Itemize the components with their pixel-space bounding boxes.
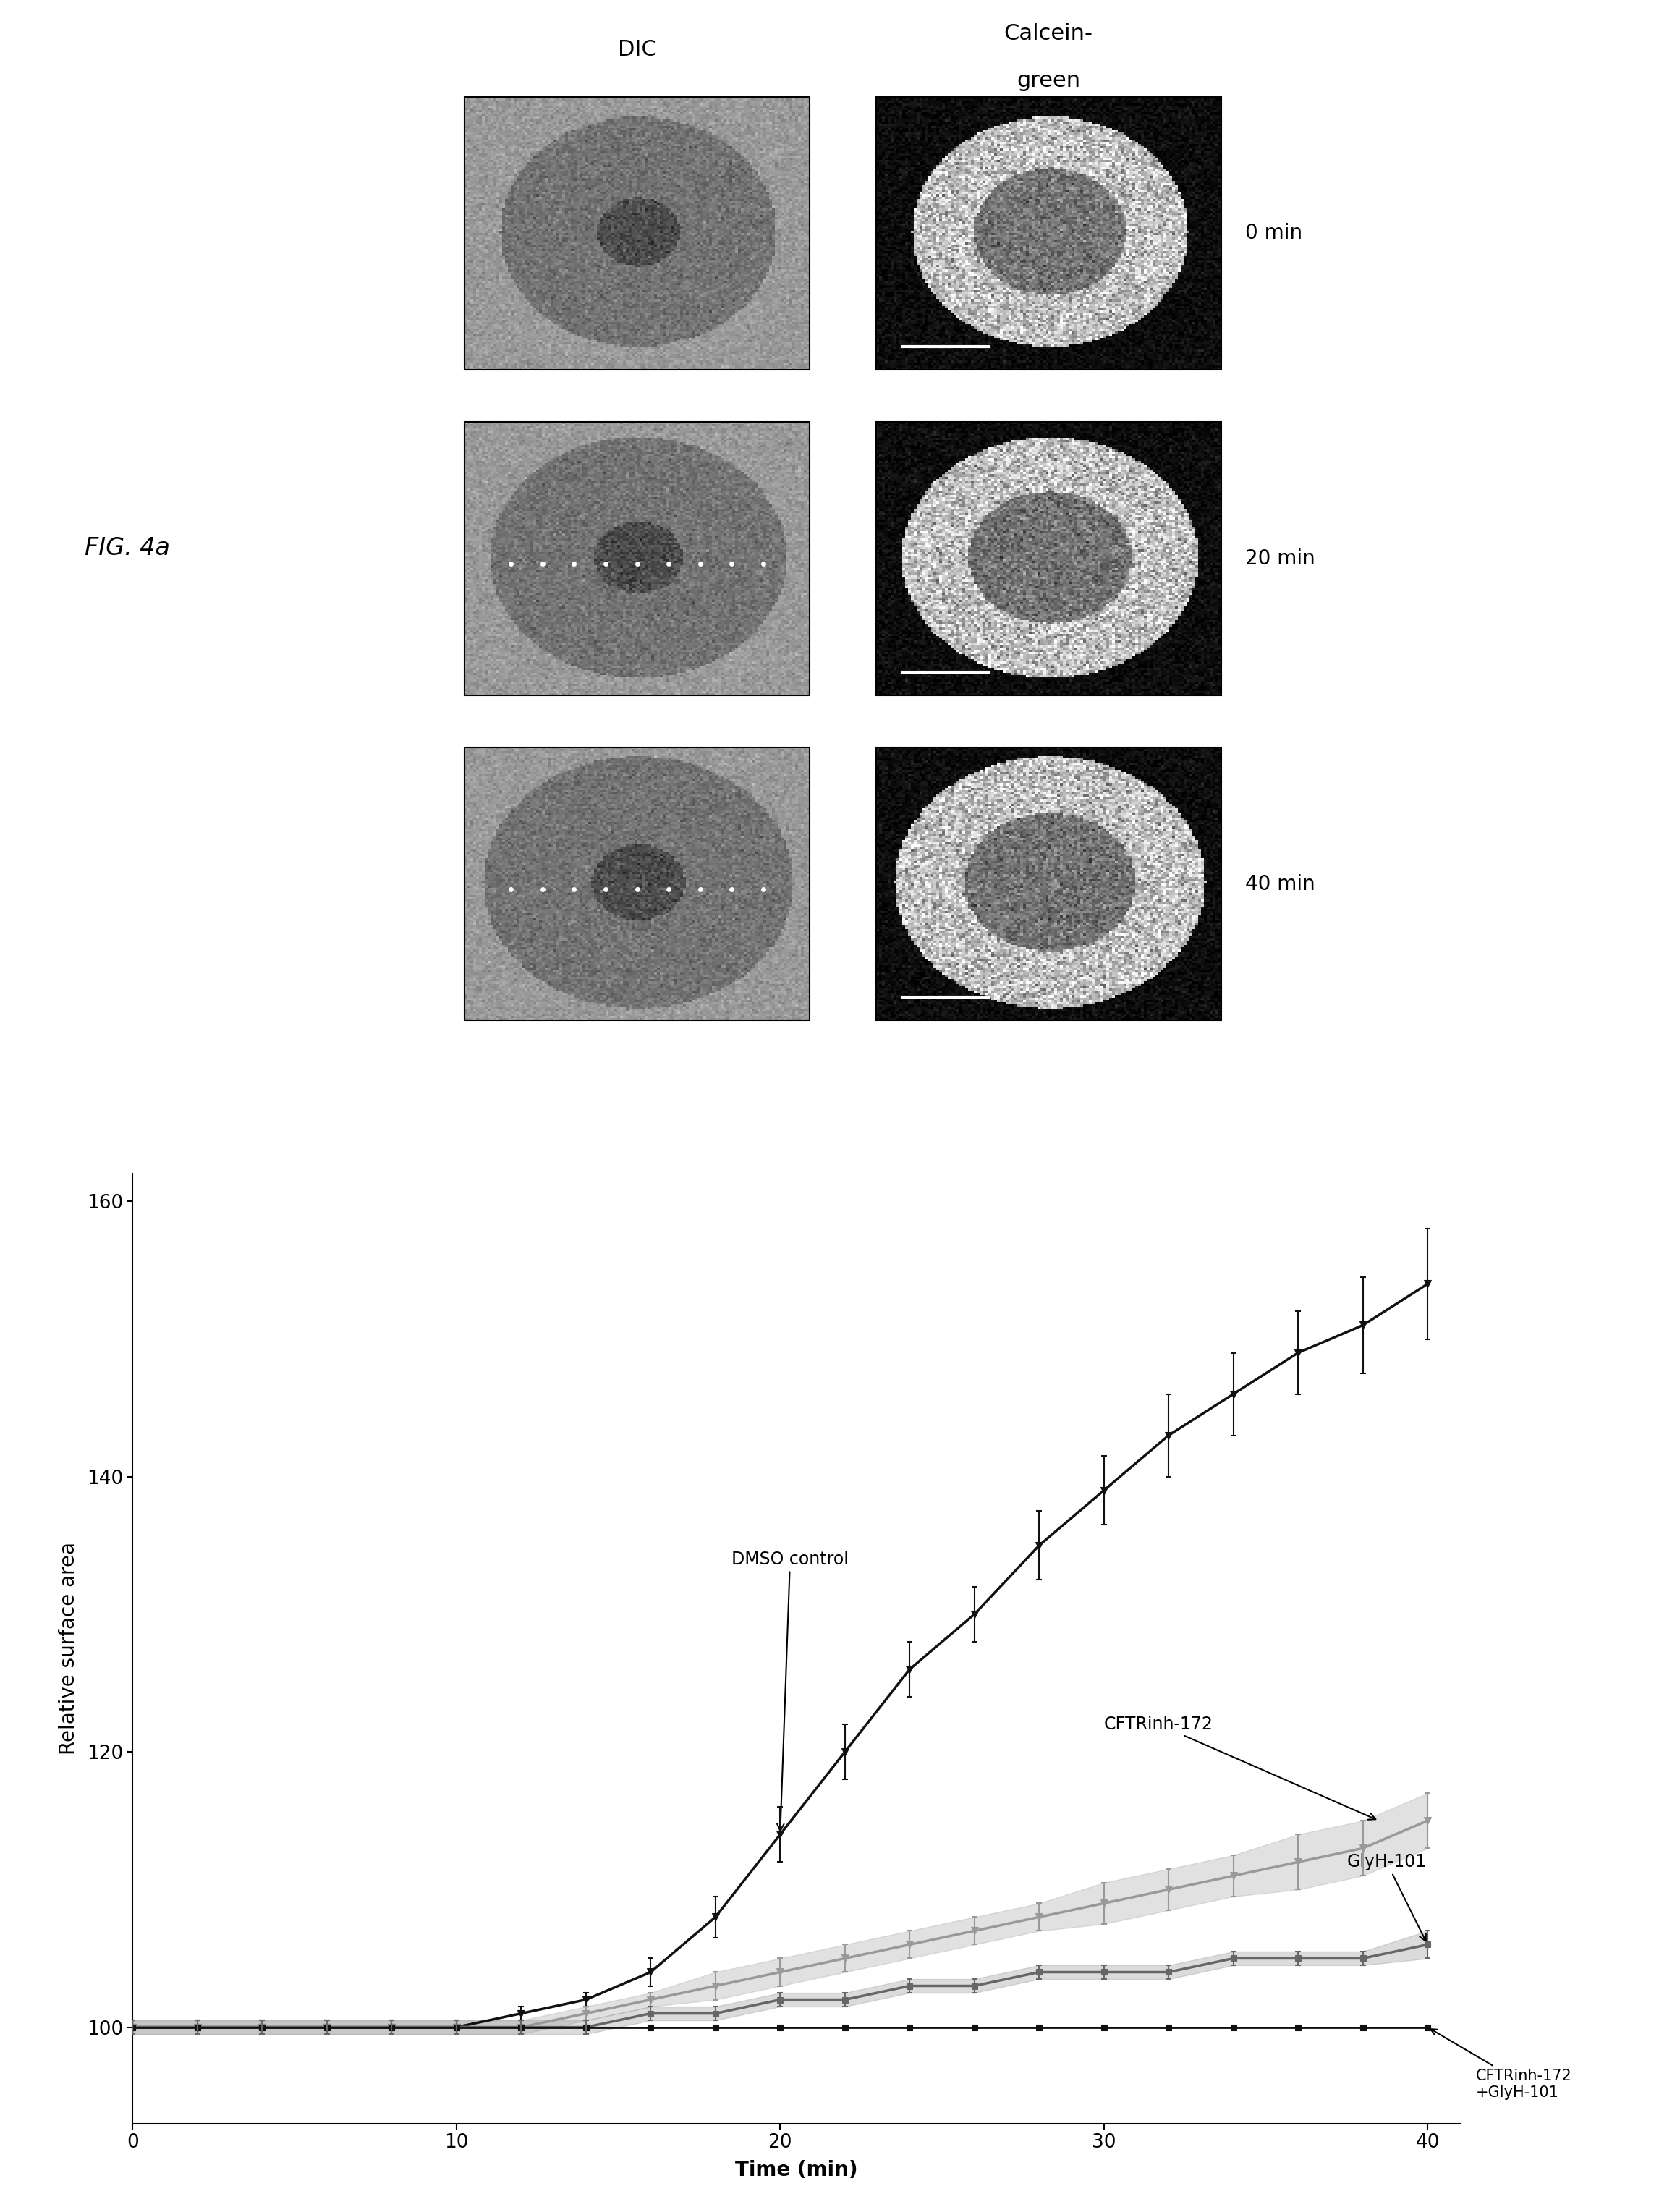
Text: 40 min: 40 min — [1244, 874, 1316, 894]
Bar — [876, 422, 1221, 695]
Text: DMSO control: DMSO control — [732, 1551, 849, 1832]
Bar — [465, 422, 810, 695]
Text: CFTRinh-172
+GlyH-101: CFTRinh-172 +GlyH-101 — [1430, 2028, 1573, 2099]
Text: 0 min: 0 min — [1244, 223, 1302, 243]
Text: Calcein-: Calcein- — [1004, 24, 1093, 44]
Bar — [465, 748, 810, 1020]
X-axis label: Time (min): Time (min) — [735, 2159, 858, 2181]
Bar — [876, 748, 1221, 1020]
Bar — [465, 97, 810, 369]
Text: FIG. 4a: FIG. 4a — [85, 535, 169, 560]
Y-axis label: Relative surface area: Relative surface area — [58, 1542, 78, 1754]
Text: CFTRinh-172: CFTRinh-172 — [1103, 1717, 1375, 1820]
Text: DIC: DIC — [617, 40, 657, 60]
Text: GlyH-101: GlyH-101 — [1347, 1854, 1427, 1942]
Text: green: green — [1017, 71, 1080, 91]
Bar — [876, 97, 1221, 369]
Text: 20 min: 20 min — [1244, 549, 1316, 568]
